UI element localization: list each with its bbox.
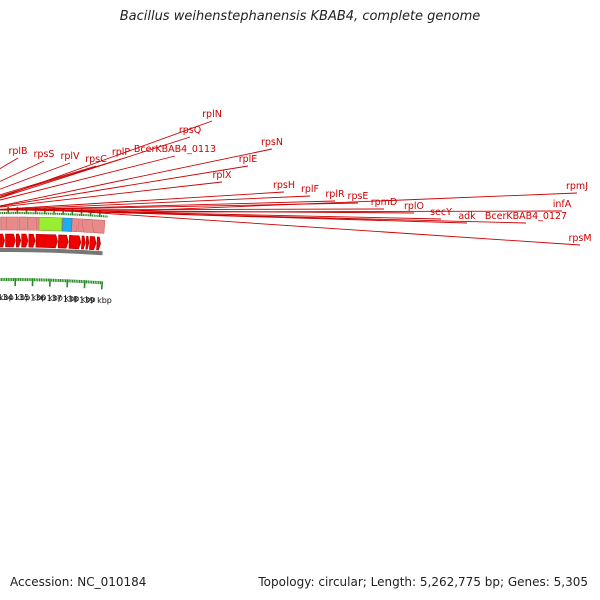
inner-tick-track bbox=[0, 278, 104, 290]
cds-arrow bbox=[57, 234, 69, 249]
map-title: Bacillus weihenstephanensis KBAB4, compl… bbox=[119, 9, 481, 24]
cds-arrow bbox=[15, 233, 22, 248]
adk-gene-bar bbox=[62, 217, 73, 232]
gene-label: rpsE bbox=[348, 191, 369, 202]
kbp-label: 133 kbp bbox=[0, 293, 14, 302]
cds-arrow bbox=[21, 233, 29, 248]
gene-label-leader bbox=[0, 165, 97, 196]
gene-bar bbox=[71, 218, 78, 233]
gene-label: BcerKBAB4_0113 bbox=[134, 144, 216, 155]
cds-arrow bbox=[68, 235, 82, 250]
gene-label: rpmJ bbox=[566, 181, 588, 192]
cds-arrow bbox=[85, 235, 90, 250]
cds-arrow bbox=[5, 233, 16, 248]
cds-arrow bbox=[35, 233, 58, 249]
gene-label-leader bbox=[0, 191, 285, 210]
gene-bar bbox=[26, 216, 36, 231]
gene-label: rpsC bbox=[85, 154, 107, 165]
gene-label: rpsQ bbox=[179, 125, 201, 136]
accession-text: Accession: NC_010184 bbox=[10, 575, 147, 589]
gene-label: rplN bbox=[202, 109, 222, 120]
gene-label: rplP bbox=[112, 147, 131, 158]
gene-label-leader bbox=[0, 160, 45, 182]
gene-label-leader bbox=[0, 200, 336, 211]
gene-label: secY bbox=[430, 207, 452, 218]
gene-bar bbox=[18, 216, 27, 231]
kbp-label: 137 kbp bbox=[47, 294, 80, 303]
kbp-label: 135 kbp bbox=[14, 293, 47, 302]
gene-label-leader bbox=[0, 195, 311, 211]
genome-backbone bbox=[0, 248, 103, 256]
cds-arrow-track bbox=[0, 233, 101, 251]
kbp-label: 139 kbp bbox=[79, 296, 112, 305]
cds-arrow bbox=[0, 233, 5, 248]
gene-bar bbox=[0, 216, 6, 231]
gene-label-leader bbox=[0, 136, 191, 199]
backbone-arc bbox=[0, 248, 103, 256]
gene-feature-track bbox=[0, 216, 106, 234]
gene-bar bbox=[92, 219, 106, 234]
gene-label-leader bbox=[87, 210, 563, 213]
kbp-label: 134 kbp bbox=[0, 293, 30, 302]
gene-label: rpmD bbox=[371, 197, 398, 208]
gene-label-leader bbox=[5, 208, 385, 211]
gene-label: rpsN bbox=[261, 137, 283, 148]
gene-label-leader bbox=[0, 162, 71, 190]
cds-arrow bbox=[96, 236, 101, 251]
gene-label: rplB bbox=[8, 146, 27, 157]
gene-label: BcerKBAB4_0127 bbox=[485, 211, 567, 222]
gene-label-leader bbox=[76, 211, 527, 224]
gene-bar bbox=[77, 218, 84, 233]
gene-label-leader bbox=[0, 155, 176, 201]
gene-label-leader bbox=[30, 209, 442, 220]
gene-label: rpsH bbox=[273, 180, 295, 191]
kbp-label: 136 kbp bbox=[30, 294, 63, 303]
gene-bar bbox=[6, 216, 19, 231]
gene-label: rplX bbox=[212, 170, 232, 181]
gene-label-leaders bbox=[0, 120, 581, 246]
outer-tick-track bbox=[0, 207, 108, 218]
genome-summary-text: Topology: circular; Length: 5,262,775 bp… bbox=[258, 575, 588, 589]
inner-tick bbox=[100, 281, 104, 290]
gene-label-leader bbox=[0, 165, 249, 207]
cds-arrow bbox=[28, 233, 36, 248]
cds-arrow bbox=[89, 236, 97, 251]
cds-arrow bbox=[81, 235, 86, 250]
gene-label-leader bbox=[91, 192, 578, 213]
gene-label: rpsS bbox=[34, 149, 55, 160]
gene-label: rplV bbox=[60, 151, 80, 162]
kbp-label: 138 kbp bbox=[63, 295, 96, 304]
gene-bar bbox=[82, 218, 94, 233]
gene-label: rplR bbox=[325, 189, 345, 200]
gene-label-leader bbox=[0, 181, 223, 208]
gene-label-leader bbox=[0, 157, 19, 170]
gene-label: rpsM bbox=[568, 233, 591, 244]
gene-label: rplE bbox=[239, 154, 258, 165]
gene-label: rplO bbox=[404, 201, 424, 212]
gene-label-leader bbox=[97, 212, 581, 246]
gene-label: infA bbox=[553, 199, 572, 210]
gene-label: adk bbox=[458, 211, 476, 222]
secY-gene-bar bbox=[38, 217, 63, 232]
gene-label-leader bbox=[0, 148, 273, 207]
gene-label-leader bbox=[0, 158, 122, 197]
gene-label-leader bbox=[0, 120, 213, 199]
gene-label: rplF bbox=[301, 184, 319, 195]
